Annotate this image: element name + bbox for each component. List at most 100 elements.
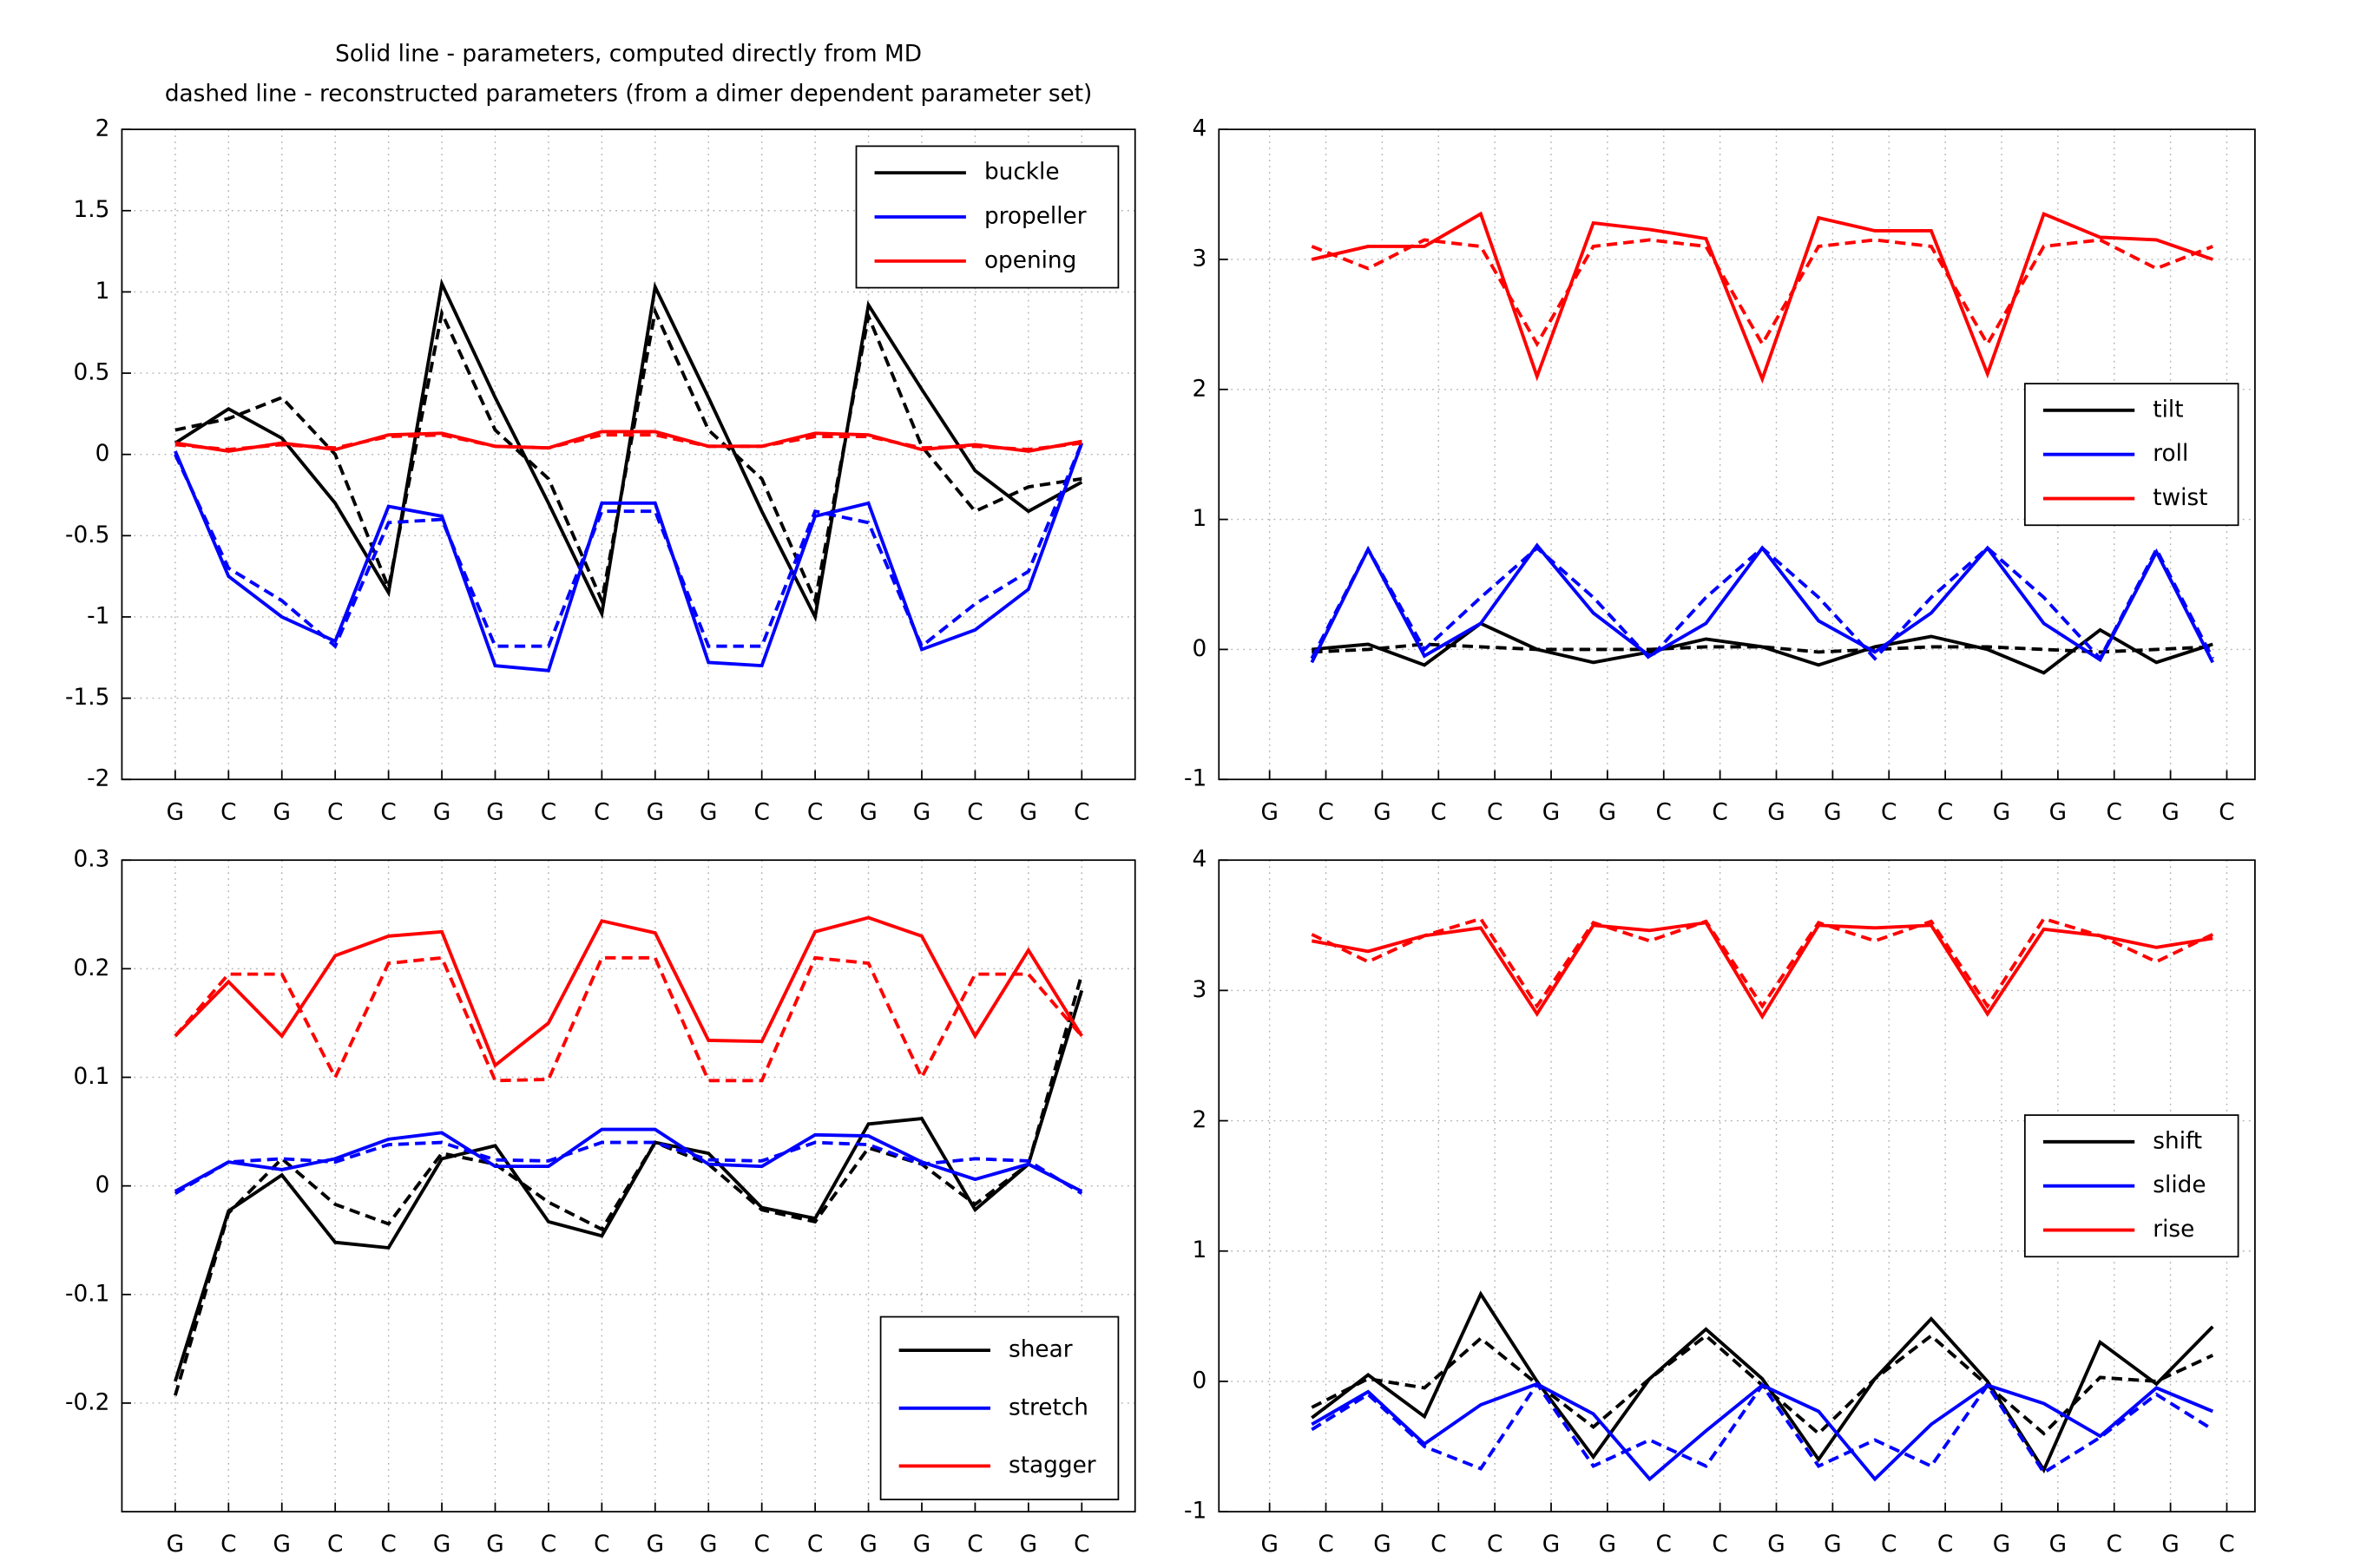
x-tick-label: G bbox=[2049, 799, 2067, 825]
x-tick-label: C bbox=[541, 1532, 556, 1558]
y-tick-label: -2 bbox=[87, 766, 109, 792]
x-tick-label: C bbox=[1430, 799, 1446, 825]
y-tick-label: 1.5 bbox=[74, 197, 110, 223]
reconstructed-line bbox=[1311, 238, 2213, 348]
x-tick-label: C bbox=[1881, 799, 1897, 825]
x-tick-label: C bbox=[2107, 1532, 2122, 1558]
x-tick-label: G bbox=[1373, 799, 1391, 825]
x-tick-label: G bbox=[1824, 1532, 1841, 1558]
legend-label: slide bbox=[2153, 1172, 2206, 1198]
x-tick-label: C bbox=[1712, 799, 1727, 825]
legend-label: stagger bbox=[1009, 1453, 1096, 1479]
axes: -2 -1.5 -1 -0.5 0 0.5 1 1.5 2 G C G C C G G C C G G C C G G C G Cb… bbox=[65, 116, 1136, 825]
x-tick-label: G bbox=[273, 1532, 291, 1558]
x-tick-label: C bbox=[807, 1532, 823, 1558]
series-line bbox=[174, 442, 1084, 672]
legend: buckle propeller opening bbox=[855, 145, 1120, 289]
legend-label: twist bbox=[2153, 485, 2207, 511]
x-tick-label: G bbox=[1599, 799, 1616, 825]
x-tick-label: G bbox=[433, 1532, 450, 1558]
x-tick-label: C bbox=[1712, 1532, 1727, 1558]
x-tick-label: C bbox=[380, 1532, 396, 1558]
legend: shift slide rise bbox=[2023, 1114, 2239, 1258]
y-tick-label: 2 bbox=[1192, 1107, 1207, 1133]
x-tick-label: C bbox=[1487, 799, 1502, 825]
x-tick-label: G bbox=[1542, 1532, 1560, 1558]
x-tick-label: G bbox=[859, 799, 877, 825]
axes: -0.2 -0.1 0 0.1 0.2 0.3 G C G C C G G C C G G C C G G C G Cshea… bbox=[65, 847, 1136, 1558]
series-line bbox=[1311, 211, 2213, 384]
axes-frame bbox=[1218, 128, 2256, 781]
y-tick-label: 0 bbox=[1192, 636, 1207, 662]
x-tick-label: C bbox=[967, 799, 983, 825]
x-tick-label: G bbox=[1373, 1532, 1391, 1558]
y-tick-label: 4 bbox=[1192, 847, 1207, 873]
x-tick-label: G bbox=[700, 1532, 717, 1558]
x-tick-label: G bbox=[486, 799, 503, 825]
x-tick-label: C bbox=[1318, 799, 1333, 825]
x-tick-label: G bbox=[1993, 1532, 2010, 1558]
y-tick-label: -0.1 bbox=[65, 1281, 109, 1307]
legend: shear stretch stagger bbox=[879, 1315, 1120, 1500]
x-tick-label: C bbox=[380, 799, 396, 825]
reconstructed-line bbox=[1311, 916, 2214, 1009]
series-line bbox=[1311, 1290, 2214, 1474]
y-tick-label: 0.5 bbox=[74, 360, 110, 386]
y-tick-label: 0 bbox=[1192, 1368, 1207, 1394]
legend-label: propeller bbox=[984, 204, 1087, 230]
x-tick-label: G bbox=[700, 799, 717, 825]
legend-label: shear bbox=[1009, 1337, 1073, 1363]
y-tick-label: 2 bbox=[95, 116, 110, 142]
y-tick-label: -1 bbox=[1184, 1499, 1207, 1525]
axes-frame bbox=[1218, 859, 2256, 1512]
x-tick-label: C bbox=[541, 799, 556, 825]
axes-frame bbox=[121, 128, 1136, 781]
x-tick-label: G bbox=[1824, 799, 1841, 825]
x-tick-label: G bbox=[433, 799, 450, 825]
x-tick-label: G bbox=[1599, 1532, 1616, 1558]
x-tick-label: G bbox=[2049, 1532, 2067, 1558]
x-tick-label: C bbox=[2107, 799, 2122, 825]
series-line bbox=[1311, 1381, 2213, 1482]
reconstructed-line bbox=[174, 442, 1084, 649]
series-line bbox=[1311, 921, 2213, 1020]
axes-frame bbox=[121, 859, 1136, 1512]
x-tick-label: C bbox=[753, 1532, 769, 1558]
x-tick-label: C bbox=[1074, 1532, 1089, 1558]
series-line bbox=[174, 430, 1082, 453]
x-tick-label: C bbox=[967, 1532, 983, 1558]
x-tick-label: C bbox=[1656, 799, 1672, 825]
y-tick-label: 0.1 bbox=[74, 1064, 110, 1090]
y-tick-label: 1 bbox=[1192, 506, 1207, 532]
x-tick-label: C bbox=[2219, 799, 2234, 825]
series-line bbox=[1312, 621, 2213, 675]
x-tick-label: C bbox=[327, 1532, 343, 1558]
y-tick-label: 4 bbox=[1192, 116, 1207, 142]
legend-label: stretch bbox=[1009, 1394, 1088, 1420]
legend-label: opening bbox=[984, 247, 1076, 273]
legend-label: tilt bbox=[2153, 397, 2183, 423]
series-line bbox=[174, 915, 1083, 1068]
x-tick-label: C bbox=[1656, 1532, 1672, 1558]
x-tick-label: C bbox=[1487, 1532, 1502, 1558]
x-tick-label: G bbox=[2161, 799, 2179, 825]
y-tick-label: -1 bbox=[87, 603, 109, 629]
x-tick-label: C bbox=[1430, 1532, 1446, 1558]
y-tick-label: -0.2 bbox=[65, 1389, 109, 1415]
x-tick-label: C bbox=[327, 799, 343, 825]
x-tick-label: G bbox=[1020, 799, 1037, 825]
x-tick-label: G bbox=[486, 1532, 503, 1558]
x-tick-label: G bbox=[1767, 799, 1785, 825]
x-tick-label: C bbox=[807, 799, 823, 825]
legend-label: roll bbox=[2153, 441, 2188, 467]
x-tick-label: G bbox=[1767, 1532, 1785, 1558]
x-tick-label: C bbox=[594, 799, 609, 825]
x-tick-label: G bbox=[1260, 799, 1278, 825]
x-tick-label: G bbox=[647, 799, 664, 825]
series-line bbox=[174, 989, 1084, 1382]
y-tick-label: -0.5 bbox=[65, 522, 109, 548]
x-tick-label: G bbox=[647, 1532, 664, 1558]
